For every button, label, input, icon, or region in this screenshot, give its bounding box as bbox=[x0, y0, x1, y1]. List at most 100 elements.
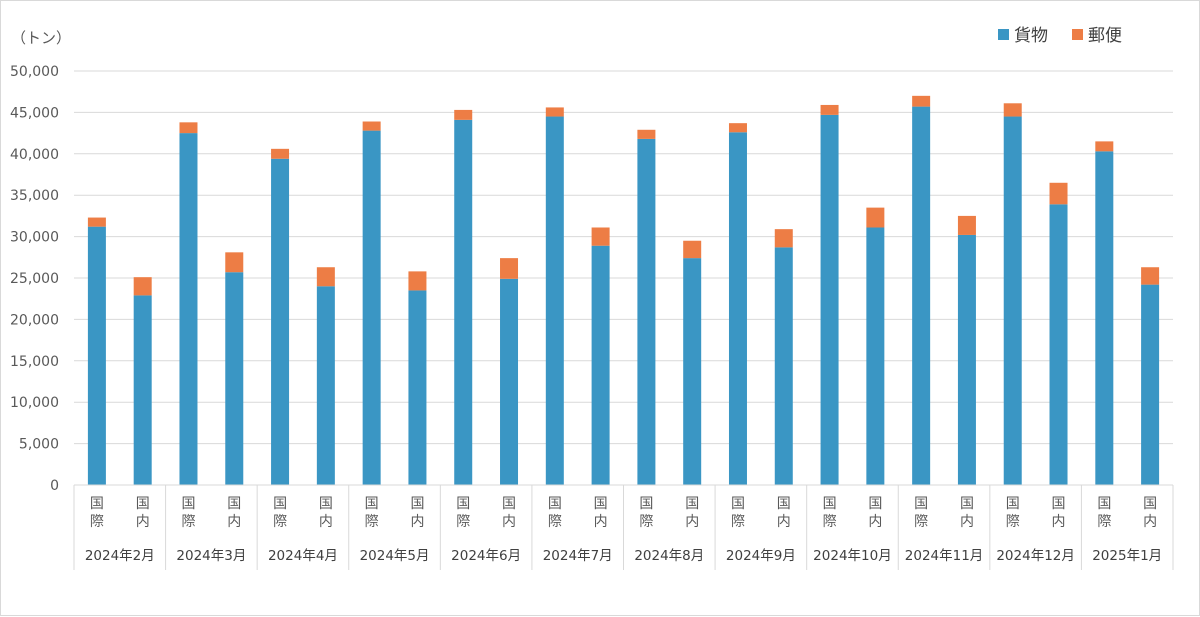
x-subcategory-label: 内 bbox=[136, 514, 150, 530]
legend-swatch-mail bbox=[1072, 29, 1083, 40]
x-month-label: 2024年12月 bbox=[996, 548, 1075, 564]
bar-mail bbox=[957, 215, 976, 235]
bar-mail bbox=[316, 267, 335, 287]
x-subcategory-label: 内 bbox=[960, 514, 974, 530]
x-subcategory-label: 国 bbox=[868, 496, 882, 512]
x-month-label: 2024年10月 bbox=[813, 548, 892, 564]
legend-swatch-cargo bbox=[998, 29, 1009, 40]
x-subcategory-label: 国 bbox=[685, 496, 699, 512]
bar-mail bbox=[1141, 267, 1160, 285]
bar-cargo bbox=[591, 245, 610, 485]
x-subcategory-label: 内 bbox=[868, 514, 882, 530]
bar-cargo bbox=[683, 258, 702, 485]
x-subcategory-label: 国 bbox=[823, 496, 837, 512]
bar-mail bbox=[271, 148, 290, 159]
x-subcategory-label: 国 bbox=[1006, 496, 1020, 512]
x-subcategory-label: 際 bbox=[365, 514, 379, 530]
bar-cargo bbox=[454, 119, 473, 486]
bar-mail bbox=[500, 258, 519, 279]
bar-mail bbox=[1003, 103, 1022, 117]
x-month-label: 2024年6月 bbox=[451, 548, 521, 564]
x-subcategory-label: 国 bbox=[273, 496, 287, 512]
x-subcategory-label: 際 bbox=[548, 514, 562, 530]
x-subcategory-label: 内 bbox=[410, 514, 424, 530]
x-subcategory-label: 際 bbox=[639, 514, 653, 530]
bar-cargo bbox=[271, 158, 290, 485]
bar-cargo bbox=[408, 290, 427, 485]
legend: 貨物 郵便 bbox=[998, 26, 1122, 46]
x-subcategory-label: 際 bbox=[914, 514, 928, 530]
y-tick-label: 10,000 bbox=[10, 395, 59, 411]
bar-cargo bbox=[1095, 151, 1114, 486]
bar-cargo bbox=[133, 295, 152, 485]
bar-mail bbox=[179, 122, 198, 134]
y-tick-label: 45,000 bbox=[10, 105, 59, 121]
bar-mail bbox=[408, 271, 427, 291]
x-subcategory-label: 国 bbox=[914, 496, 928, 512]
bar-cargo bbox=[774, 247, 793, 485]
x-subcategory-label: 国 bbox=[1052, 496, 1066, 512]
x-subcategory-label: 国 bbox=[594, 496, 608, 512]
x-subcategory-label: 国 bbox=[456, 496, 470, 512]
bar-cargo bbox=[545, 116, 564, 485]
x-subcategory-label: 際 bbox=[823, 514, 837, 530]
x-month-label: 2024年4月 bbox=[268, 548, 338, 564]
bar-cargo bbox=[1141, 284, 1160, 485]
x-subcategory-label: 国 bbox=[410, 496, 424, 512]
x-subcategory-label: 国 bbox=[181, 496, 195, 512]
bar-mail bbox=[683, 240, 702, 259]
gridlines bbox=[74, 70, 1173, 445]
y-tick-label: 15,000 bbox=[10, 354, 59, 370]
y-tick-label: 40,000 bbox=[10, 147, 59, 163]
bar-mail bbox=[454, 109, 473, 120]
x-subcategory-label: 内 bbox=[1143, 514, 1157, 530]
x-subcategory-label: 際 bbox=[1097, 514, 1111, 530]
x-month-label: 2025年1月 bbox=[1092, 548, 1162, 564]
x-month-label: 2024年9月 bbox=[726, 548, 796, 564]
x-month-label: 2024年11月 bbox=[905, 548, 984, 564]
bar-cargo bbox=[957, 234, 976, 485]
y-tick-label: 30,000 bbox=[10, 230, 59, 246]
bar-mail bbox=[133, 277, 152, 296]
x-subcategory-label: 国 bbox=[227, 496, 241, 512]
x-subcategory-label: 際 bbox=[456, 514, 470, 530]
bar-mail bbox=[362, 121, 381, 131]
x-subcategory-label: 内 bbox=[319, 514, 333, 530]
bar-mail bbox=[912, 95, 931, 107]
x-subcategory-label: 国 bbox=[777, 496, 791, 512]
bar-mail bbox=[866, 207, 885, 228]
x-subcategory-label: 内 bbox=[1052, 514, 1066, 530]
x-subcategory-label: 際 bbox=[181, 514, 195, 530]
x-month-label: 2024年3月 bbox=[176, 548, 246, 564]
x-subcategory-label: 際 bbox=[90, 514, 104, 530]
bar-mail bbox=[591, 227, 610, 246]
bar-mail bbox=[774, 229, 793, 248]
x-subcategory-label: 国 bbox=[1097, 496, 1111, 512]
bar-cargo bbox=[500, 278, 519, 485]
x-month-label: 2024年8月 bbox=[634, 548, 704, 564]
bar-cargo bbox=[1003, 116, 1022, 485]
y-tick-label: 0 bbox=[50, 478, 59, 494]
bar-cargo bbox=[1049, 204, 1068, 486]
bar-mail bbox=[1095, 141, 1114, 152]
bar-mail bbox=[1049, 182, 1068, 205]
y-tick-label: 20,000 bbox=[10, 312, 59, 328]
y-tick-label: 50,000 bbox=[10, 64, 59, 80]
y-axis-unit-label: （トン） bbox=[11, 29, 71, 47]
x-subcategory-label: 内 bbox=[685, 514, 699, 530]
bar-cargo bbox=[179, 133, 198, 485]
bar-mail bbox=[225, 252, 244, 273]
y-axis-tick-labels: 0 5,000 10,000 15,000 20,000 25,000 30,000 35,0… bbox=[10, 64, 59, 494]
x-month-label: 2024年2月 bbox=[85, 548, 155, 564]
x-subcategory-label: 国 bbox=[90, 496, 104, 512]
y-tick-label: 5,000 bbox=[19, 437, 59, 453]
bar-mail bbox=[820, 104, 839, 115]
x-subcategory-label: 国 bbox=[319, 496, 333, 512]
bar-cargo bbox=[820, 114, 839, 485]
x-subcategory-label: 国 bbox=[1143, 496, 1157, 512]
x-subcategory-label: 国 bbox=[136, 496, 150, 512]
bar-mail bbox=[87, 217, 106, 227]
y-tick-label: 25,000 bbox=[10, 271, 59, 287]
